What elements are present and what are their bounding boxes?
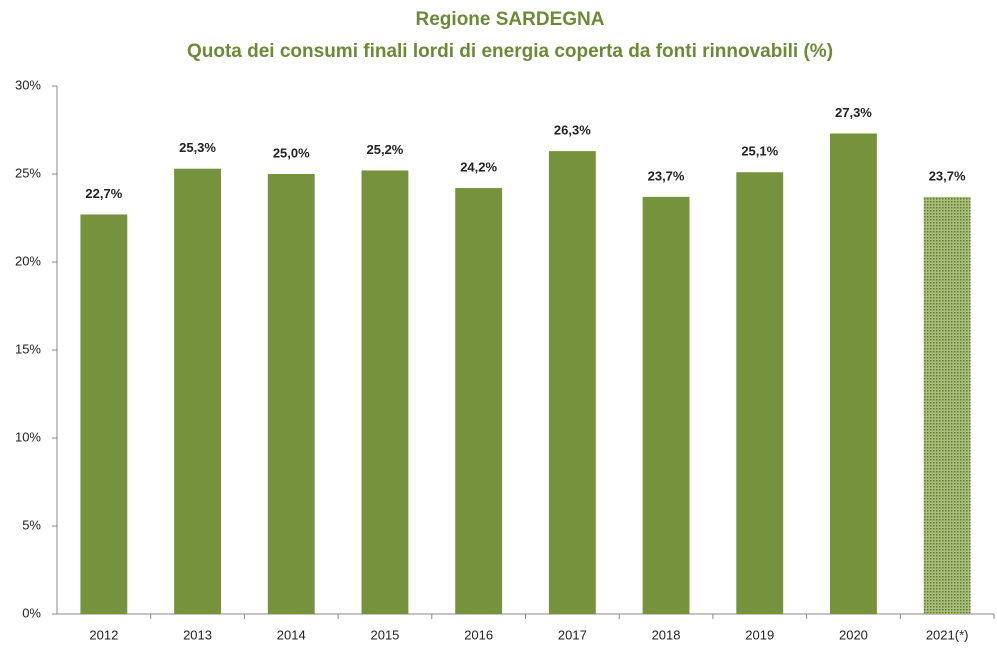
value-label: 23,7% — [929, 168, 966, 183]
value-label: 26,3% — [554, 123, 591, 138]
y-tick-label: 25% — [15, 165, 41, 180]
x-tick-label: 2017 — [558, 627, 587, 642]
x-tick-label: 2012 — [89, 627, 118, 642]
x-tick-label: 2018 — [652, 627, 681, 642]
x-tick-label: 2019 — [745, 627, 774, 642]
value-label: 25,0% — [273, 145, 310, 160]
x-tick-label: 2021(*) — [926, 627, 969, 642]
y-tick-label: 20% — [15, 253, 41, 268]
bar — [455, 188, 503, 614]
x-tick-label: 2015 — [370, 627, 399, 642]
x-tick-label: 2016 — [464, 627, 493, 642]
chart-title: Regione SARDEGNA — [416, 9, 605, 30]
bar — [548, 151, 596, 614]
y-tick-label: 15% — [15, 341, 41, 356]
value-label: 25,3% — [179, 140, 216, 155]
x-tick-label: 2014 — [277, 627, 306, 642]
value-label: 24,2% — [460, 160, 497, 175]
chart-subtitle: Quota dei consumi finali lordi di energi… — [187, 41, 833, 62]
bar — [174, 168, 221, 614]
value-label: 25,2% — [367, 142, 404, 157]
bar — [923, 196, 971, 614]
bar — [361, 170, 409, 615]
bar — [267, 174, 315, 614]
bar — [736, 172, 784, 615]
x-tick-label: 2013 — [183, 627, 212, 642]
value-label: 23,7% — [648, 168, 685, 183]
value-label: 22,7% — [85, 186, 122, 201]
y-tick-label: 0% — [22, 605, 41, 620]
bar — [830, 133, 877, 614]
bar — [642, 196, 690, 614]
value-label: 27,3% — [835, 105, 872, 120]
y-tick-label: 10% — [15, 429, 41, 444]
x-tick-label: 2020 — [839, 627, 868, 642]
bar — [80, 214, 128, 615]
y-tick-label: 30% — [15, 77, 41, 92]
value-label: 25,1% — [741, 144, 778, 159]
y-tick-label: 5% — [22, 517, 41, 532]
